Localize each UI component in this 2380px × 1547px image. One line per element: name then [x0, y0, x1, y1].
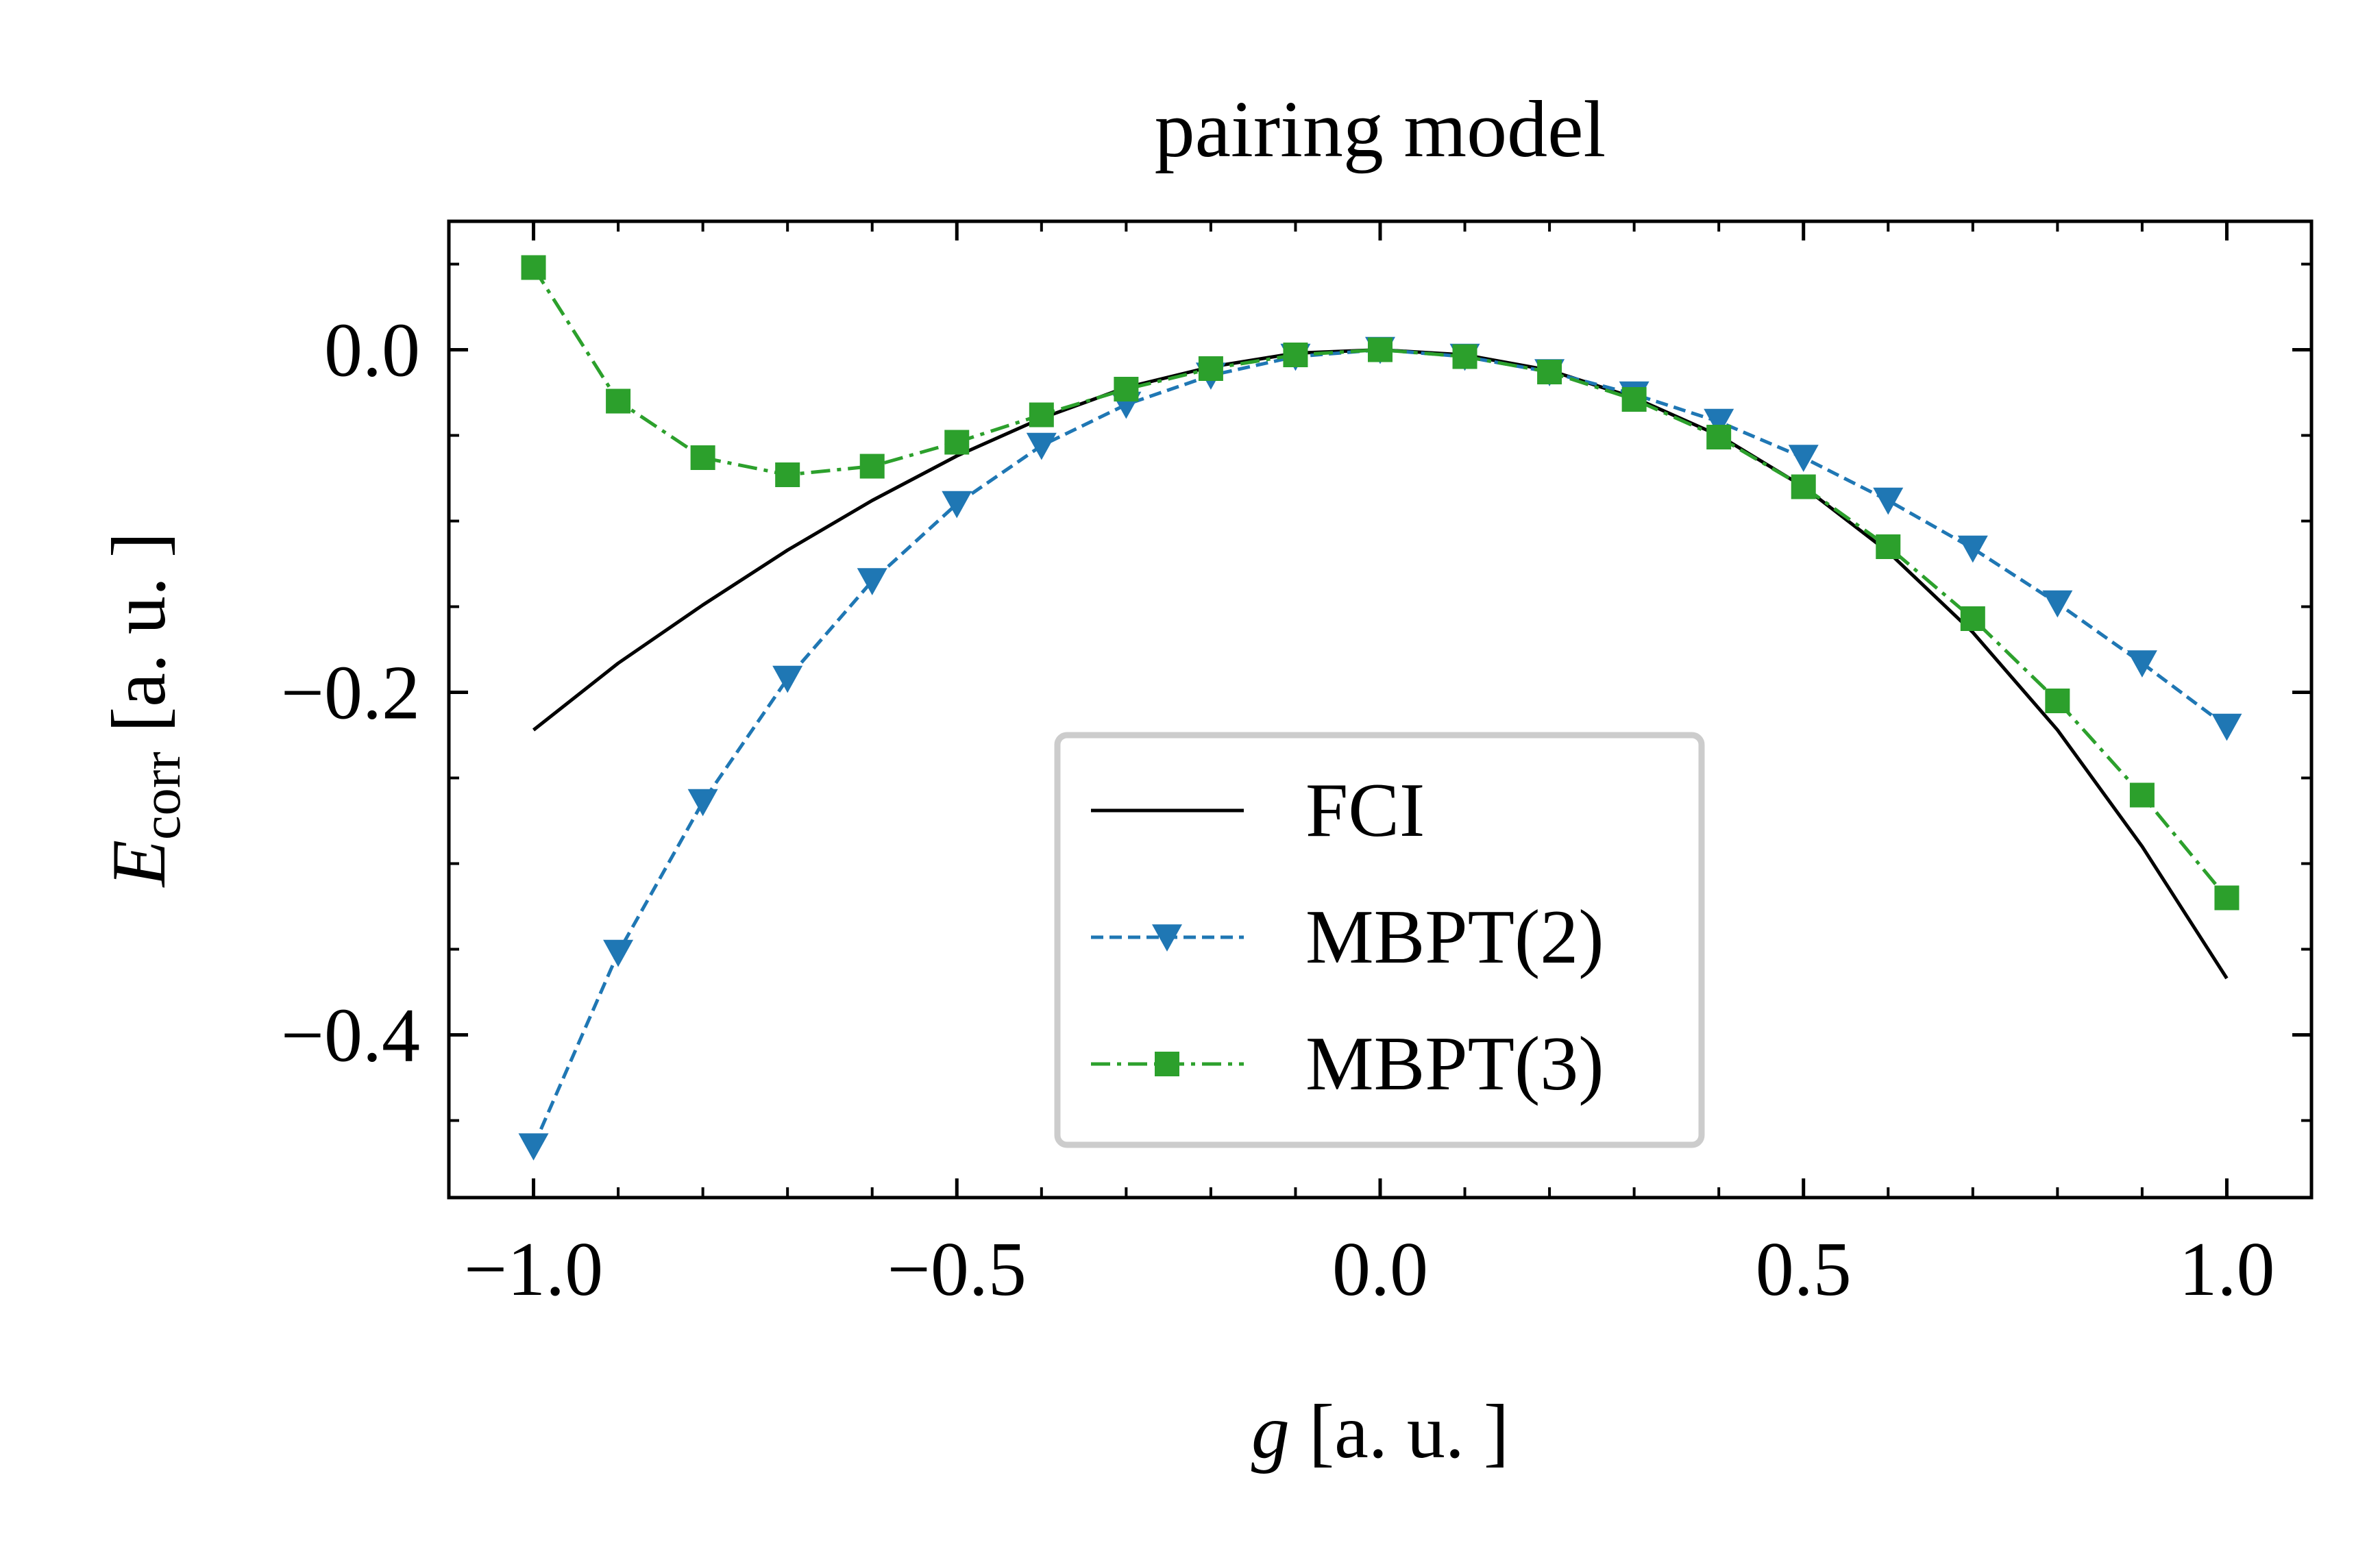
legend-marker-MBPT(3)	[1155, 1052, 1179, 1076]
data-point	[1452, 344, 1477, 369]
y-axis-label: Ecorr [a. u. ]	[97, 532, 192, 889]
data-point	[2129, 782, 2155, 808]
legend: FCI MBPT(2) MBPT(3)	[1054, 732, 1705, 1148]
y-axis-label-subscript: corr	[132, 752, 192, 840]
y-axis-label-variable: E	[97, 840, 182, 888]
data-point	[1198, 356, 1223, 381]
data-point	[1876, 534, 1901, 559]
x-tick-label: −0.5	[887, 1227, 1027, 1312]
legend-label-MBPT(2): MBPT(2)	[1305, 895, 1604, 980]
data-point	[521, 255, 546, 280]
data-point	[772, 665, 803, 693]
data-point	[1960, 606, 1985, 631]
data-point	[775, 462, 800, 487]
y-tick-label: −0.4	[281, 993, 420, 1078]
data-point	[1368, 337, 1393, 362]
data-point	[1957, 535, 1988, 563]
data-point	[1114, 377, 1139, 401]
x-axis-label-variable: g	[1251, 1389, 1290, 1474]
data-point	[2042, 590, 2073, 618]
x-axis-label: g [a. u. ]	[1251, 1389, 1509, 1474]
y-axis-label-unit: [a. u. ]	[97, 532, 182, 752]
x-tick-label: 0.5	[1756, 1227, 1852, 1312]
y-tick-label: −0.2	[281, 651, 420, 736]
x-axis-label-unit: [a. u. ]	[1290, 1389, 1509, 1474]
x-tick-label: −1.0	[464, 1227, 603, 1312]
data-point	[687, 789, 718, 817]
y-tick-label: 0.0	[324, 308, 420, 393]
data-point	[2211, 713, 2242, 741]
data-point	[603, 939, 634, 967]
data-point	[1706, 425, 1732, 449]
data-point	[1788, 445, 1819, 472]
legend-marker-MBPT(2)	[1152, 924, 1182, 952]
legend-box	[1054, 732, 1705, 1148]
series-line	[532, 348, 2228, 1148]
data-point	[606, 388, 631, 414]
tick-layer: −1.0 −0.5 0.0 0.5 1.0 0.0 −0.2 −0.4	[281, 221, 2313, 1312]
data-point	[857, 568, 887, 595]
data-point	[1873, 487, 1904, 515]
series-layer	[518, 255, 2242, 1161]
data-point	[1791, 474, 1816, 499]
legend-label-MBPT(3): MBPT(3)	[1305, 1022, 1604, 1106]
legend-label-FCI: FCI	[1305, 768, 1425, 853]
data-point	[942, 491, 972, 519]
data-point	[944, 430, 970, 455]
data-point	[518, 1133, 549, 1161]
data-point	[859, 454, 885, 479]
data-point	[1029, 402, 1054, 428]
data-point	[2045, 689, 2070, 713]
data-point	[690, 445, 715, 470]
x-tick-label: 1.0	[2179, 1227, 2274, 1312]
series-MBPT(3)	[521, 255, 2240, 911]
chart-title: pairing model	[1155, 84, 1606, 174]
data-point	[1026, 432, 1057, 460]
data-point	[1704, 408, 1734, 436]
data-point	[2214, 885, 2240, 911]
data-point	[1537, 360, 1562, 384]
data-point	[1621, 387, 1647, 412]
x-tick-label: 0.0	[1332, 1227, 1428, 1312]
data-point	[1283, 343, 1308, 367]
data-point	[2126, 650, 2157, 678]
